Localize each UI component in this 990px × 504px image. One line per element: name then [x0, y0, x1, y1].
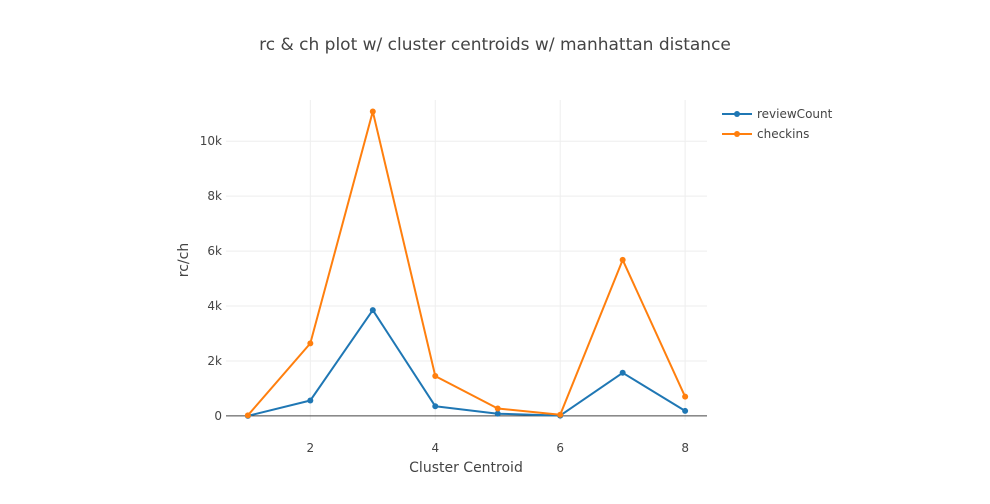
legend: reviewCount checkins — [722, 107, 833, 141]
y-axis-title: rc/ch — [176, 243, 192, 277]
data-point-reviewcount — [494, 410, 501, 417]
data-point-checkins — [494, 405, 501, 412]
x-tick-label: 8 — [681, 441, 689, 455]
data-point-checkins — [307, 340, 314, 347]
data-point-reviewcount — [432, 403, 439, 410]
data-point-checkins — [244, 412, 251, 419]
data-point-reviewcount — [619, 369, 626, 376]
series-line-checkins — [247, 110, 687, 416]
data-point-checkins — [557, 411, 564, 418]
legend-marker-checkins — [734, 131, 740, 137]
y-tick-label: 2k — [207, 354, 222, 368]
x-tick-label: 2 — [307, 441, 315, 455]
x-tick-label: 6 — [556, 441, 564, 455]
y-tick-label: 10k — [200, 134, 222, 148]
gridlines — [226, 100, 707, 420]
y-tick-label: 6k — [207, 244, 222, 258]
axes: 2 4 6 8 0 2k 4k 6k 8k 10k — [200, 134, 707, 455]
data-point-checkins — [619, 256, 626, 263]
y-tick-label: 8k — [207, 189, 222, 203]
x-axis-title: Cluster Centroid — [409, 460, 523, 476]
y-tick-label: 4k — [207, 299, 222, 313]
legend-marker-reviewcount — [734, 111, 740, 117]
data-point-reviewcount — [307, 397, 314, 404]
data-point-reviewcount — [369, 307, 376, 314]
data-point-reviewcount — [682, 407, 689, 414]
x-tick-label: 4 — [431, 441, 439, 455]
series-group — [244, 108, 689, 419]
series-line-reviewcount — [247, 309, 686, 417]
data-point-checkins — [432, 373, 439, 380]
y-tick-label: 0 — [214, 409, 222, 423]
data-point-checkins — [682, 393, 689, 400]
legend-label-reviewcount: reviewCount — [757, 107, 833, 121]
chart-title: rc & ch plot w/ cluster centroids w/ man… — [259, 35, 731, 55]
legend-label-checkins: checkins — [757, 127, 809, 141]
data-point-checkins — [369, 108, 376, 115]
